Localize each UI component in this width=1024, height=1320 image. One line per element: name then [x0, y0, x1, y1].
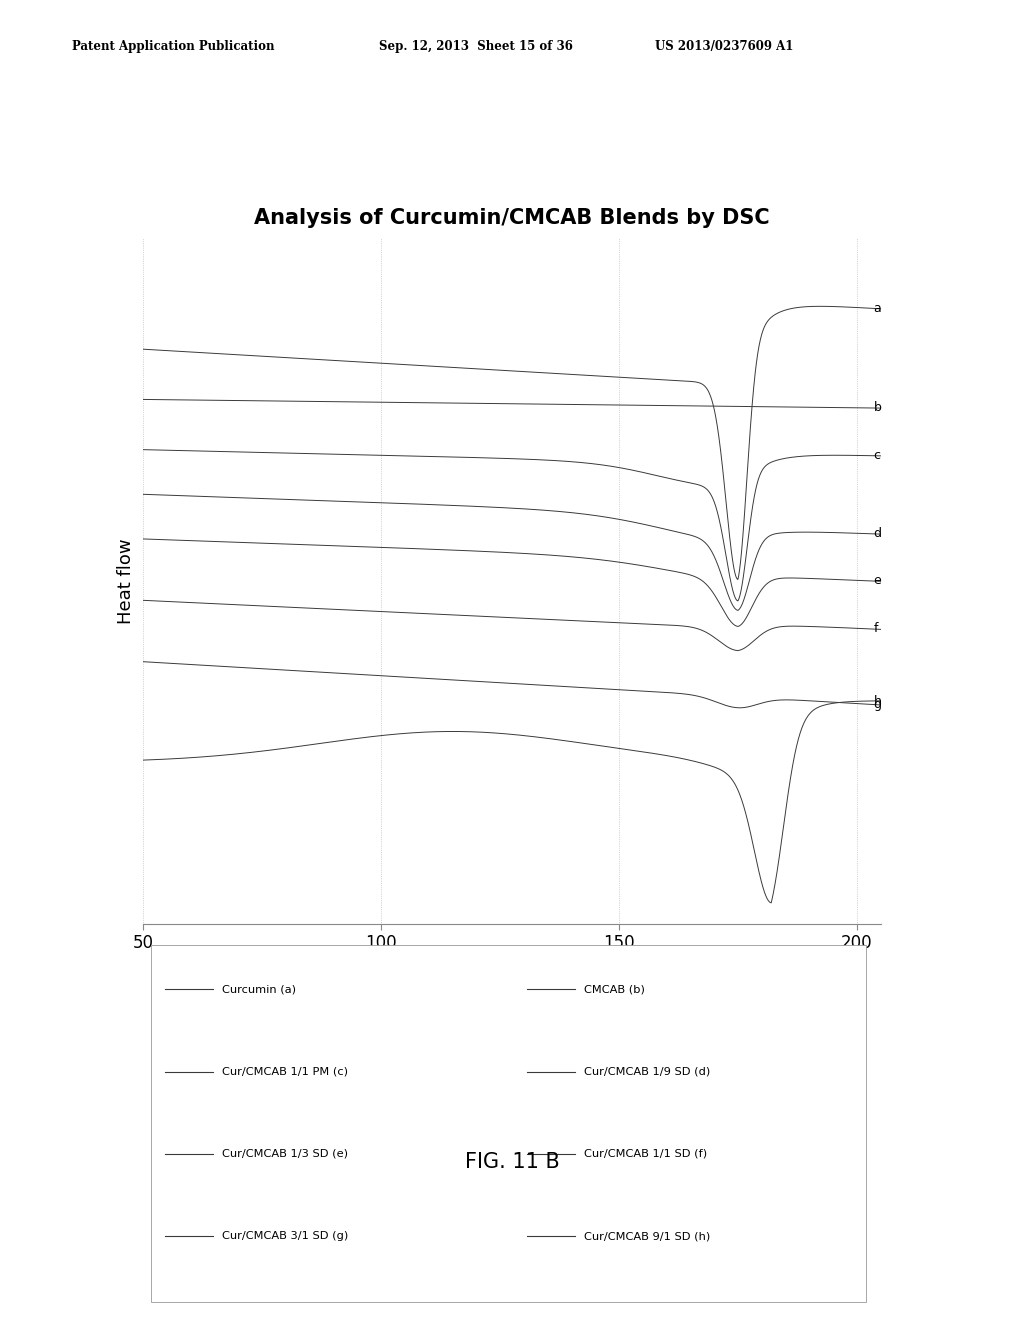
Text: Cur/CMCAB 1/1 SD (f): Cur/CMCAB 1/1 SD (f): [584, 1148, 707, 1159]
Text: f: f: [873, 622, 878, 635]
Text: b: b: [873, 401, 882, 414]
Text: Cur/CMCAB 1/1 PM (c): Cur/CMCAB 1/1 PM (c): [222, 1067, 348, 1077]
Text: h: h: [873, 694, 882, 708]
Text: c: c: [873, 449, 881, 462]
Text: FIG. 11 B: FIG. 11 B: [465, 1152, 559, 1172]
Text: US 2013/0237609 A1: US 2013/0237609 A1: [655, 40, 794, 53]
Text: Cur/CMCAB 1/3 SD (e): Cur/CMCAB 1/3 SD (e): [222, 1148, 348, 1159]
X-axis label: Temperature (°C): Temperature (°C): [425, 961, 599, 978]
Text: CMCAB (b): CMCAB (b): [584, 985, 644, 994]
Title: Analysis of Curcumin/CMCAB Blends by DSC: Analysis of Curcumin/CMCAB Blends by DSC: [254, 207, 770, 228]
Y-axis label: Heat flow: Heat flow: [117, 539, 135, 623]
Text: Patent Application Publication: Patent Application Publication: [72, 40, 274, 53]
Text: g: g: [873, 698, 882, 710]
Text: a: a: [873, 301, 882, 314]
Text: e: e: [873, 574, 882, 587]
Text: Curcumin (a): Curcumin (a): [222, 985, 296, 994]
Text: Sep. 12, 2013  Sheet 15 of 36: Sep. 12, 2013 Sheet 15 of 36: [379, 40, 572, 53]
Text: Cur/CMCAB 9/1 SD (h): Cur/CMCAB 9/1 SD (h): [584, 1232, 710, 1241]
Text: Cur/CMCAB 3/1 SD (g): Cur/CMCAB 3/1 SD (g): [222, 1232, 348, 1241]
Text: d: d: [873, 527, 882, 540]
FancyBboxPatch shape: [151, 945, 866, 1302]
Text: Cur/CMCAB 1/9 SD (d): Cur/CMCAB 1/9 SD (d): [584, 1067, 710, 1077]
